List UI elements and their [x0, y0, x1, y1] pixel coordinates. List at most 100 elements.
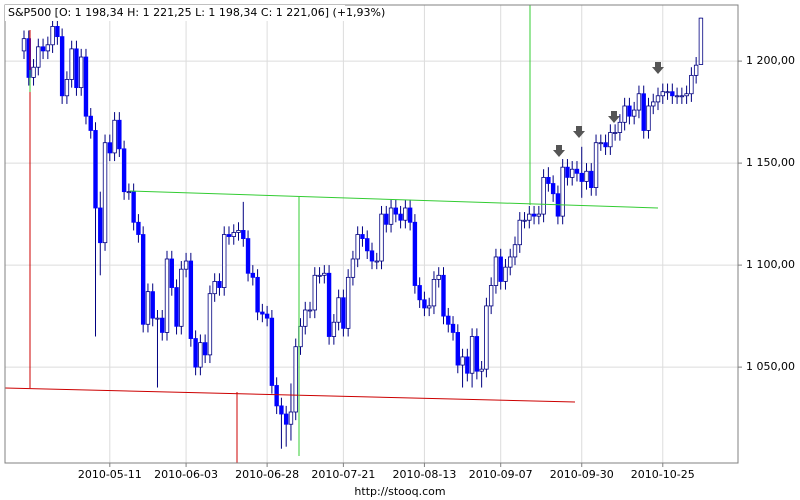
- candle-body: [479, 368, 484, 372]
- candle-body: [350, 258, 356, 278]
- candle-body: [398, 213, 403, 221]
- trend-line: [129, 190, 659, 209]
- candle-body: [455, 332, 460, 366]
- candle-body: [136, 221, 141, 235]
- candle-body: [665, 91, 670, 94]
- footer-link[interactable]: http://stooq.com: [354, 485, 445, 498]
- candle-body: [222, 234, 227, 288]
- x-tick-label: 2010-10-25: [631, 468, 695, 481]
- candle-body: [574, 168, 580, 174]
- candle-body: [446, 315, 451, 325]
- candle-body: [312, 274, 317, 311]
- y-tick-label: 1 050,00: [746, 360, 795, 373]
- candle-body: [627, 105, 632, 117]
- candle-body: [31, 66, 36, 78]
- candle-body: [112, 119, 117, 154]
- candle-body: [503, 266, 508, 282]
- candle-body: [293, 346, 298, 413]
- candle-body: [655, 95, 661, 103]
- chart-title: S&P500 [O: 1 198,34 H: 1 221,25 L: 1 198…: [8, 6, 385, 19]
- candle-body: [255, 276, 260, 313]
- arrow: [608, 111, 620, 123]
- candle-body: [64, 79, 70, 97]
- candle-body: [121, 148, 127, 193]
- candle-body: [612, 132, 618, 134]
- candle-body: [198, 342, 203, 368]
- candle-body: [183, 260, 189, 270]
- candle-body: [603, 142, 608, 148]
- candle-body: [498, 256, 503, 282]
- candle-body: [26, 38, 31, 78]
- candle-body: [565, 166, 570, 178]
- candle-body: [598, 142, 604, 145]
- candle-body: [417, 285, 422, 301]
- candle-body: [250, 272, 256, 278]
- candle-body: [217, 281, 222, 288]
- candle-body: [269, 317, 275, 386]
- x-tick-label: 2010-06-03: [154, 468, 218, 481]
- candle-body: [40, 46, 46, 52]
- candle-body: [107, 142, 113, 154]
- candle-body: [160, 317, 165, 333]
- candle-body: [69, 48, 74, 80]
- candle-body: [188, 260, 194, 339]
- candle-body: [527, 213, 532, 221]
- arrow: [553, 145, 565, 157]
- candle-body: [355, 234, 360, 260]
- candle-body: [74, 48, 79, 89]
- y-tick-label: 1 100,00: [746, 258, 795, 271]
- candle-body: [212, 281, 217, 295]
- candle-body: [150, 291, 155, 319]
- candle-body: [50, 26, 55, 46]
- candle-body: [651, 101, 656, 107]
- candle-body: [670, 91, 675, 97]
- candle-body: [307, 309, 313, 312]
- candle-body: [436, 274, 441, 280]
- candle-body: [465, 356, 470, 374]
- trend-line: [4, 387, 576, 403]
- candle-body: [231, 232, 236, 237]
- candle-body: [450, 323, 456, 333]
- candle-body: [550, 183, 556, 195]
- candles: [21, 17, 704, 449]
- candle-body: [245, 238, 251, 274]
- annotations: [4, 5, 664, 463]
- candle-body: [164, 258, 170, 333]
- candle-body: [174, 287, 179, 327]
- candle-body: [374, 260, 379, 263]
- candle-body: [679, 95, 685, 98]
- candle-body: [341, 297, 346, 329]
- candle-body: [589, 170, 594, 188]
- candle-body: [517, 219, 522, 246]
- candle-body: [469, 336, 475, 374]
- candle-body: [45, 44, 51, 52]
- candle-body: [422, 299, 427, 309]
- candle-body: [631, 109, 637, 117]
- candle-body: [322, 272, 327, 276]
- candle-body: [584, 170, 589, 182]
- candle-body: [283, 413, 289, 425]
- candle-body: [264, 313, 270, 319]
- candle-body: [570, 168, 575, 178]
- candle-body: [608, 132, 613, 148]
- candle-body: [660, 91, 665, 97]
- candle-body: [155, 317, 160, 320]
- candle-body: [636, 93, 642, 111]
- arrow: [573, 126, 585, 138]
- candle-body: [21, 38, 27, 52]
- candle-body: [169, 258, 174, 288]
- candle-body: [474, 336, 480, 372]
- candle-body: [83, 56, 89, 117]
- candle-body: [145, 291, 151, 325]
- candle-body: [131, 191, 136, 223]
- candle-body: [641, 93, 646, 131]
- candle-body: [693, 64, 699, 76]
- y-tick-label: 1 150,00: [746, 156, 795, 169]
- candle-body: [336, 297, 341, 323]
- candle-body: [345, 276, 351, 329]
- candle-body: [560, 166, 565, 217]
- candle-body: [202, 342, 208, 356]
- candle-body: [684, 93, 689, 97]
- candle-body: [698, 17, 704, 65]
